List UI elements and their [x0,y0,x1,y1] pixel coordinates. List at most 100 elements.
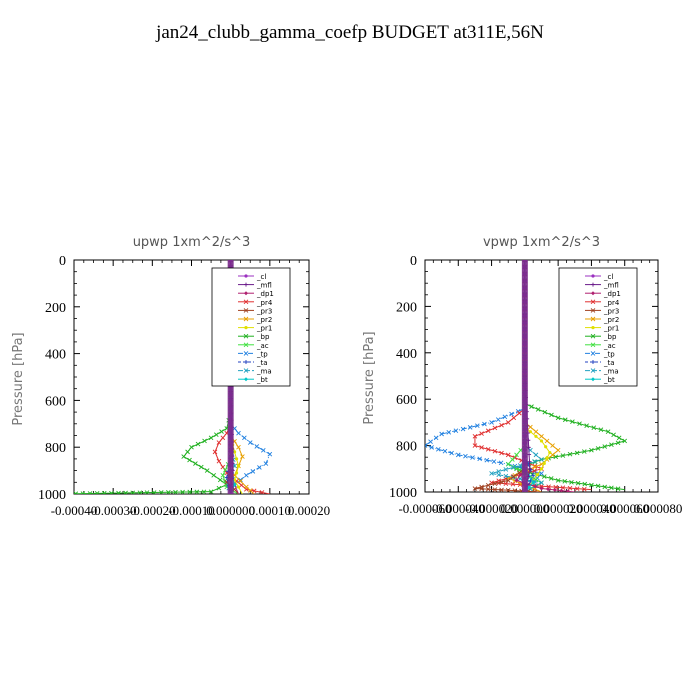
series-marker-bp [213,432,219,438]
series-marker-dp1 [552,487,557,492]
series-marker-ma [533,452,539,458]
x-tick-label: 0.000040 [567,501,616,516]
chart-title: vpwp 1xm^2/s^3 [483,235,600,250]
series-marker-tp [446,430,452,435]
series-marker-pr4 [492,448,498,454]
legend-marker-bt [244,377,248,382]
series-marker-bp [609,442,614,447]
series-marker-dp1 [566,489,571,492]
series-marker-dp1 [559,488,564,492]
series-marker-tp [263,461,269,466]
series-marker-pr1 [542,461,546,465]
x-tick-label: -0.00010 [168,503,215,518]
series-line-cl-column [521,260,528,492]
series-marker-tp [242,435,247,441]
series-marker-ma [517,463,523,468]
series-marker-pr2 [533,429,539,434]
series-marker-pr1 [236,464,241,468]
legend-label: _ma [256,368,272,376]
series-marker-bp [219,429,224,434]
series-marker-pr4 [505,420,511,425]
legend-marker-pr1 [591,326,595,330]
series-marker-bp [166,489,171,494]
series-marker-bp [137,490,143,494]
series-marker-pr1 [545,456,549,460]
series-marker-ma [503,467,509,472]
series-marker-ma [532,459,537,464]
legend-marker-mfl [244,282,248,287]
series-marker-pr4 [472,443,478,448]
series-marker-tp [260,448,266,453]
series-marker-bp [577,421,582,427]
series-marker-ma [503,473,509,479]
series-marker-bp [611,432,616,438]
series-group [425,260,628,492]
series-marker-bp [195,441,201,447]
legend-label: _cl [603,273,613,281]
series-marker-bp [116,490,121,494]
series-marker-pr2 [550,443,555,448]
series-marker-tp [498,460,504,466]
legend: _cl_mfl_dp1_pr4_pr3_pr2_pr1_bp_ac_tp_ta_… [211,267,291,387]
legend-marker-cl [591,274,595,278]
legend-label: _ta [256,359,268,367]
series-marker-pr1 [234,471,239,475]
series-marker-dp1 [546,487,551,492]
series-marker-tp [247,440,253,445]
series-marker-bp [535,407,541,412]
legend-label: _pr2 [256,316,272,324]
legend-marker-ma [243,368,249,373]
legend-label: _pr1 [256,325,272,333]
series-marker-pr4 [546,484,551,490]
series-marker-pr3 [479,484,484,490]
legend-label: _bt [256,376,268,384]
series-marker-pr2 [247,488,253,493]
page-title: jan24_clubb_gamma_coefp BUDGET at311E,56… [156,22,544,43]
series-marker-bp [584,423,589,429]
series-marker-bp [574,450,580,456]
legend-marker-bt [591,377,595,382]
series-marker-bp [87,491,93,494]
series-marker-pr4 [485,446,491,452]
series-marker-bp [562,479,568,484]
series-marker-pr3 [479,486,484,492]
series-marker-pr2 [236,444,241,450]
series-marker-tp [250,469,256,474]
x-tick-label: -0.000040 [432,501,485,516]
series-marker-bp [144,490,150,494]
y-tick-label: 600 [396,393,417,408]
series-marker-ac [514,452,519,458]
series-marker-bp [589,482,594,488]
series-marker-dp1 [518,472,523,477]
series-marker-bp [158,490,164,494]
x-tick-label: -0.00020 [129,503,176,518]
series-marker-bp [555,415,561,421]
series-marker-tp [477,456,483,462]
series-marker-pr4 [216,440,222,445]
series-marker-bp [198,464,204,470]
series-line-ma [491,260,543,492]
series-marker-pr4 [212,449,218,455]
legend-label: _bt [603,376,615,384]
series-marker-tp [257,465,262,470]
legend-marker-ac [243,342,249,348]
series-marker-bp [595,483,601,489]
series-marker-pr4 [532,468,537,474]
y-tick-label: 600 [45,394,66,409]
series-marker-pr1 [535,473,539,477]
series-marker-bp [548,476,554,481]
series-marker-bp [187,457,192,463]
series-marker-bp [180,489,185,494]
series-marker-tp [433,435,439,441]
series-marker-ta [528,467,533,472]
x-tick-label: 0.00020 [288,503,330,518]
series-marker-bp [123,490,128,494]
series-marker-dp1 [539,486,544,491]
legend: _cl_mfl_dp1_pr4_pr3_pr2_pr1_bp_ac_tp_ta_… [558,267,638,387]
series-marker-tp [495,417,501,422]
legend-label: _tp [603,350,615,358]
series-marker-tp [470,455,475,460]
series-marker-pr1 [232,450,237,454]
series-marker-bp [94,491,100,494]
